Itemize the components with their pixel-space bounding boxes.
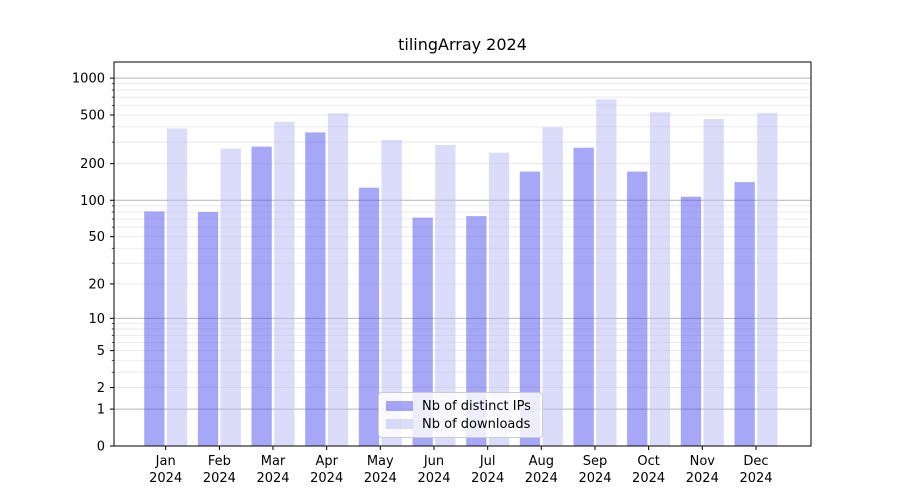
y-tick-label: 50 [88,230,105,245]
x-tick-label-year: 2024 [525,471,558,486]
x-tick-label-month: Oct [637,454,659,469]
bar-downloads-jan [166,128,188,446]
y-tick-label: 20 [88,277,105,292]
bar-downloads-dec [757,112,778,447]
x-tick-label-month: Aug [529,454,554,469]
bar-downloads-sep [596,99,617,447]
chart-title: tilingArray 2024 [398,35,527,54]
legend-item-downloads: Nb of downloads [386,416,533,432]
x-tick-label-year: 2024 [739,471,772,486]
legend-label-distinct-ips: Nb of distinct IPs [422,398,531,414]
legend-label-downloads: Nb of downloads [422,416,531,432]
x-tick-label-month: Sep [583,454,608,469]
legend-swatch-distinct-ips [386,401,413,411]
bar-distinct-ips-may [358,187,380,446]
x-tick-label-month: May [367,454,394,469]
bar-downloads-nov [703,118,724,447]
bar-distinct-ips-nov [680,196,702,446]
y-tick-label: 500 [80,109,105,124]
x-tick-label-year: 2024 [364,471,397,486]
legend-swatch-downloads [386,419,413,429]
x-tick-label-month: Nov [690,454,716,469]
y-tick-label: 1 [97,403,105,418]
x-tick-label-year: 2024 [149,471,182,486]
bar-downloads-aug [542,127,563,447]
bar-downloads-apr [327,113,349,447]
plot-border [113,61,812,447]
x-tick-label-year: 2024 [471,471,504,486]
bar-distinct-ips-apr [305,132,326,446]
x-tick-label-month: Dec [743,454,768,469]
bar-distinct-ips-feb [197,212,219,446]
x-tick-label-year: 2024 [310,471,343,486]
bar-downloads-jun [435,145,456,446]
x-tick-label-year: 2024 [417,471,450,486]
bars [144,99,778,447]
bar-downloads-feb [220,148,241,446]
bar-distinct-ips-jan [144,211,165,446]
bar-distinct-ips-jun [412,217,433,446]
y-tick-label: 1000 [72,72,105,87]
y-tick-label: 10 [88,312,105,327]
y-tick-label: 0 [97,440,105,455]
bar-downloads-may [381,140,402,446]
y-tick-label: 5 [97,344,105,359]
x-tick-label-year: 2024 [686,471,719,486]
x-tick-label-month: Feb [208,454,231,469]
legend: Nb of distinct IPs Nb of downloads [378,392,543,438]
bar-distinct-ips-aug [519,171,541,446]
x-tick-label-month: Jun [423,454,444,469]
bar-distinct-ips-oct [627,171,648,446]
bar-downloads-oct [649,112,671,447]
y-tick-label: 200 [80,157,105,172]
x-tick-label-year: 2024 [256,471,289,486]
x-tick-label-year: 2024 [203,471,236,486]
x-tick-label-month: Mar [261,454,286,469]
bar-distinct-ips-sep [573,147,594,446]
bar-distinct-ips-jul [466,216,487,446]
x-tick-label-month: Jan [155,454,176,469]
bar-downloads-mar [274,121,295,447]
y-tick-label: 100 [80,194,105,209]
x-tick-label-year: 2024 [632,471,665,486]
bar-downloads-jul [488,152,510,446]
x-tick-label-month: Apr [315,454,338,469]
y-tick-label: 2 [97,381,105,396]
bar-distinct-ips-dec [734,182,755,446]
axes: 0 1 2 5 10 20 50 100 200 500 1000 Jan 2024 Feb 2024 Mar… [72,61,812,486]
legend-item-distinct-ips: Nb of distinct IPs [386,398,533,414]
bar-distinct-ips-mar [251,146,272,446]
x-tick-label-year: 2024 [578,471,611,486]
x-tick-label-month: Jul [479,454,496,469]
